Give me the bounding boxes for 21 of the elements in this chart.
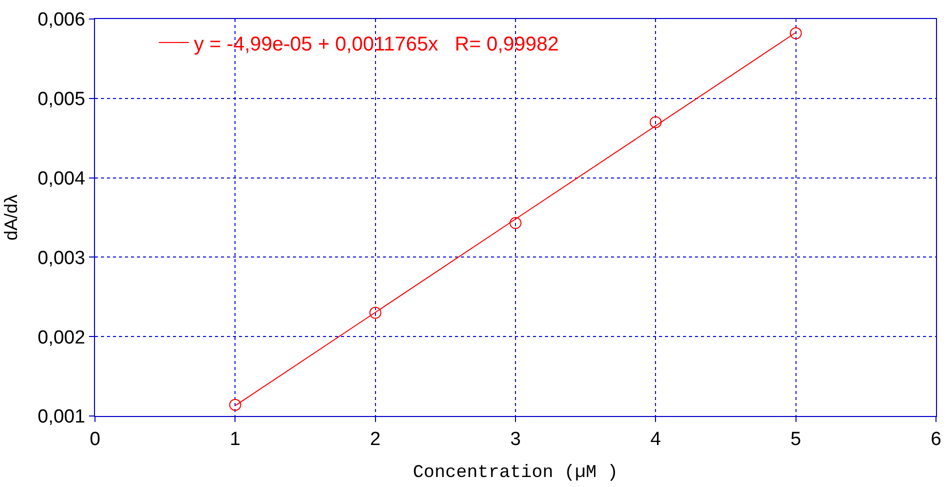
x-tick-label: 1	[230, 428, 240, 450]
y-tick-label: 0,005	[38, 89, 86, 110]
x-tick-label: 2	[370, 428, 381, 450]
y-tick-label: 0,003	[38, 248, 86, 269]
y-tick-label: 0,002	[38, 327, 86, 348]
x-tick-label: 0	[90, 428, 100, 450]
point	[369, 306, 382, 319]
y-tick-label: 0,004	[38, 168, 86, 190]
legend-label: y = -4,99e-05 + 0,0011765x R= 0,99982	[194, 33, 559, 56]
y-tick-label: 0,001	[38, 406, 86, 428]
x-axis-title: Concentration (µM )	[412, 462, 618, 483]
x-tick-label: 3	[510, 428, 521, 450]
point	[790, 27, 802, 40]
y-axis-title: dA/dλ	[0, 194, 21, 241]
point	[229, 398, 242, 411]
point	[510, 217, 522, 230]
x-tick-label: 4	[650, 428, 662, 450]
x-tick-label: 6	[930, 428, 942, 450]
y-tick-label: 0,006	[38, 10, 86, 31]
x-tick-label: 5	[790, 428, 802, 450]
point	[650, 116, 662, 128]
